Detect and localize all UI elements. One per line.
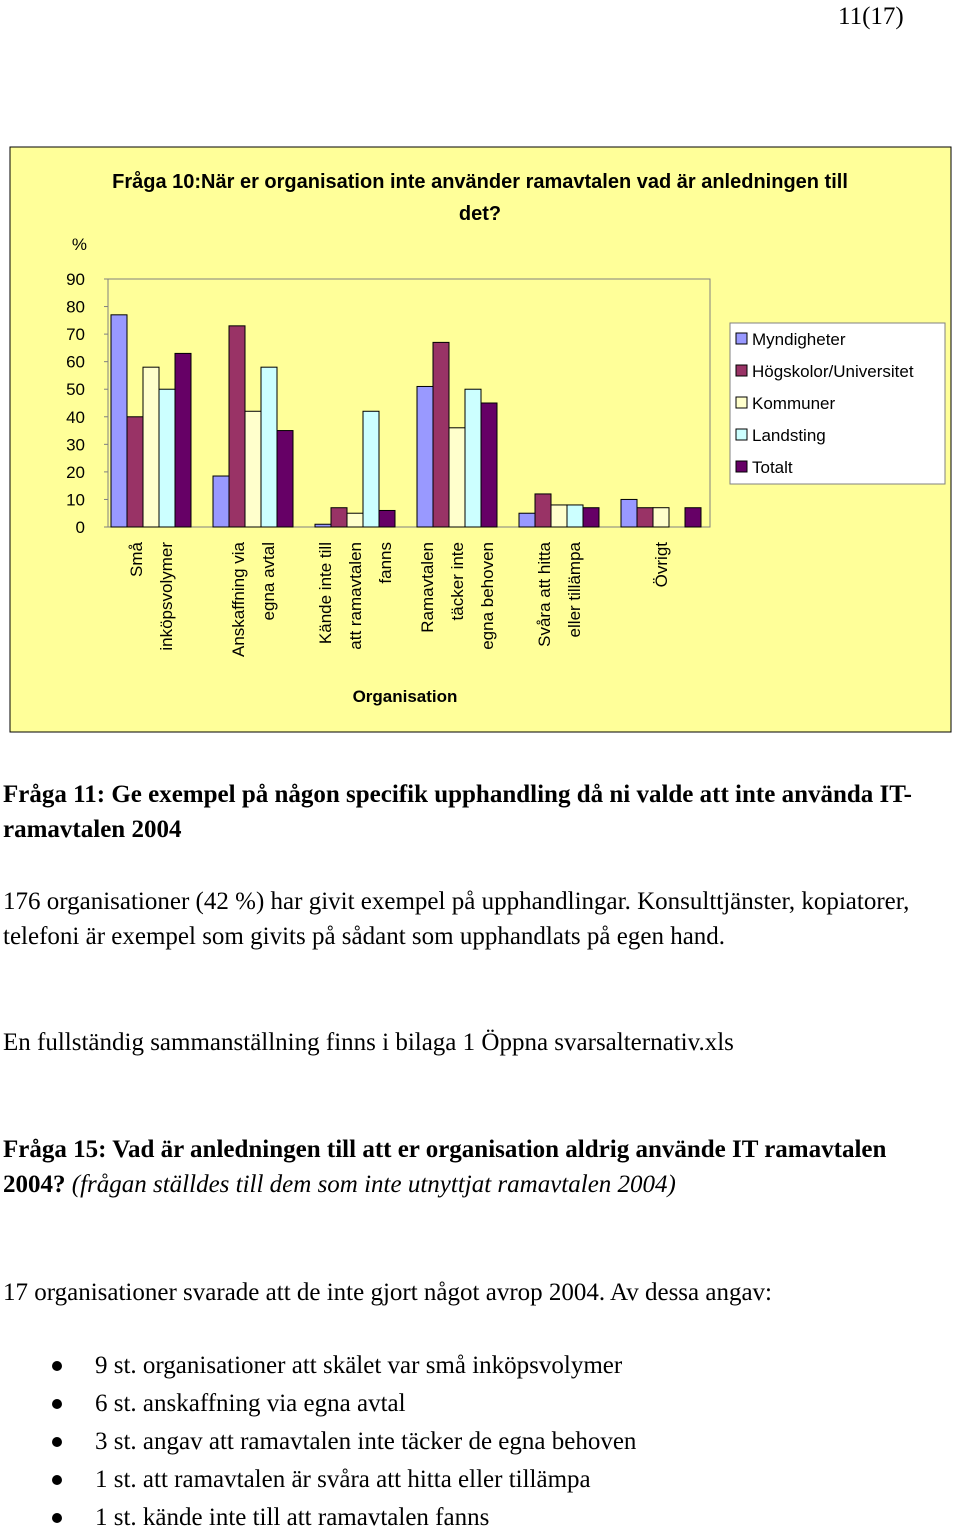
bar: [362, 410, 380, 528]
y-tick-label: 40: [66, 408, 85, 427]
q15-note: (frågan ställdes till dem som inte utnyt…: [71, 1171, 676, 1198]
bar: [464, 388, 482, 528]
bar: [620, 498, 638, 528]
x-tick-label: Anskaffning via egna avtal: [229, 541, 278, 657]
y-tick-label: 70: [66, 325, 85, 344]
paragraph: 176 organisationer (42 %) har givit exem…: [3, 888, 910, 950]
x-tick-label: Små inköpsvolymer: [127, 541, 176, 650]
legend-label: Myndigheter: [752, 330, 846, 349]
x-tick-label: Ramavtalen täcker inte egna behoven: [418, 542, 497, 650]
x-axis-label: Organisation: [353, 687, 458, 706]
legend-label: Landsting: [752, 426, 826, 445]
paragraph: En fullständig sammanställning finns i b…: [3, 1029, 734, 1056]
bar: [636, 507, 654, 528]
bar: [652, 507, 670, 528]
q15-block: Fråga 15: Vad är anledningen till att er…: [3, 1132, 953, 1202]
page-number: 11(17): [838, 3, 904, 30]
y-tick-label: 50: [66, 380, 85, 399]
y-tick-label: 0: [76, 518, 85, 537]
bar: [432, 341, 450, 528]
paragraph: 17 organisationer svarade att de inte gj…: [3, 1279, 773, 1306]
bar: [566, 504, 584, 528]
bullet-item: 9 st. organisationer att skälet var små …: [0, 1347, 636, 1385]
bar: [330, 507, 348, 528]
legend: [729, 322, 946, 485]
legend-label: Kommuner: [752, 394, 835, 413]
bullet-item: 1 st. att ramavtalen är svåra att hitta …: [0, 1461, 636, 1499]
chart-title: Fråga 10:När er organisation inte använd…: [112, 171, 848, 225]
legend-swatch: [735, 364, 748, 377]
bullet-item: 3 st. angav att ramavtalen inte täcker d…: [0, 1423, 636, 1461]
bar: [212, 475, 230, 528]
bar: [276, 430, 294, 528]
chart: % Organisation 0 10 20 30 40 50 60 70 80 90 Små ink…: [9, 146, 952, 733]
bar: [158, 388, 176, 528]
bar: [126, 416, 144, 528]
bar: [244, 410, 262, 528]
plot-area: [107, 278, 711, 528]
bar: [582, 507, 600, 528]
bar: [174, 352, 192, 528]
bar: [534, 493, 552, 528]
y-tick-label: 20: [66, 463, 85, 482]
bar: [260, 366, 278, 528]
bar: [684, 507, 702, 528]
x-tick-label: Övrigt: [652, 542, 671, 588]
q15-heading: Fråga 15: Vad är anledningen till att er…: [3, 1136, 887, 1198]
legend-swatch: [735, 396, 748, 409]
bullet-item: 6 st. anskaffning via egna avtal: [0, 1385, 636, 1423]
bar: [550, 504, 568, 528]
bar: [378, 509, 396, 528]
bullet-item: 1 st. kände inte till att ramavtalen fan…: [0, 1499, 636, 1529]
y-tick-label: 80: [66, 298, 85, 317]
legend-swatch: [735, 332, 748, 345]
legend-swatch: [735, 460, 748, 473]
legend-label: Totalt: [752, 458, 793, 477]
y-tick-label: 30: [66, 435, 85, 454]
bullet-list: 9 st. organisationer att skälet var små …: [0, 1347, 636, 1529]
y-tick-label: 90: [66, 270, 85, 289]
q11-heading: Fråga 11: Ge exempel på någon specifik u…: [3, 781, 912, 843]
bar: [448, 427, 466, 528]
bar: [480, 402, 498, 528]
bar: [314, 523, 332, 528]
bar: [142, 366, 160, 528]
legend-swatch: [735, 428, 748, 441]
y-axis-label: %: [72, 235, 87, 254]
bar: [228, 325, 246, 528]
x-tick-label: Svåra att hitta eller tillämpa: [535, 541, 584, 646]
y-tick-label: 60: [66, 353, 85, 372]
bar: [416, 385, 434, 528]
x-tick-label: Kände inte till att ramavtalen fanns: [316, 542, 395, 650]
legend-label: Högskolor/Universitet: [752, 362, 914, 381]
bar: [518, 512, 536, 528]
bar: [346, 512, 364, 528]
bar: [110, 314, 128, 528]
y-tick-label: 10: [66, 490, 85, 509]
